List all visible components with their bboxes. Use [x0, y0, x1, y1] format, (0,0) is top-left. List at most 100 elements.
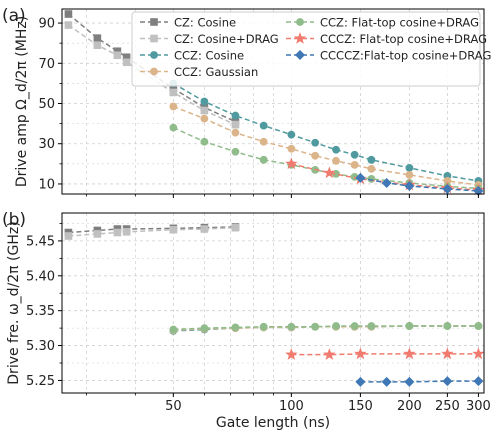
x-tick-label: 250	[435, 399, 460, 414]
data-point-cccz_flattop	[441, 347, 454, 360]
axes-frame	[61, 212, 485, 394]
legend-item: CCCZ: Flat-top cosine+DRAG	[286, 32, 487, 46]
data-point-cz_cosine_drag	[231, 223, 240, 232]
data-point-ccz_gaussian	[311, 151, 320, 160]
data-point-ccz_cosine	[332, 145, 340, 154]
data-point-cccz_flattop	[285, 348, 298, 360]
data-point-ccz_gaussian	[200, 114, 209, 123]
data-point-ccz_cosine	[200, 97, 209, 106]
data-point-ccz_flattop	[474, 322, 483, 330]
y-tick-label: 90	[38, 17, 55, 32]
data-point-ccz_flattop	[367, 322, 376, 330]
x-tick-label: 50	[165, 399, 182, 414]
x-tick-label: 200	[397, 399, 422, 414]
series-line-cz_cosine	[68, 226, 236, 234]
y-tick-label: 5.25	[26, 374, 55, 389]
data-point-ccz_flattop	[350, 322, 359, 330]
series-cz_cosine_drag	[64, 21, 240, 129]
series-cz_cosine_drag	[64, 223, 240, 240]
y-tick-label: 5.45	[26, 234, 55, 249]
data-point-cz_cosine_drag	[93, 41, 102, 49]
data-point-cz_cosine	[64, 10, 73, 18]
grid	[62, 213, 484, 393]
legend-item: CCZ: Cosine	[140, 49, 244, 63]
series-ccccz_flattop	[355, 376, 484, 387]
legend-marker	[295, 50, 305, 60]
data-point-cz_cosine	[169, 84, 178, 93]
x-axis-label: Gate length (ns)	[216, 415, 330, 431]
legend: CZ: Cosine CZ: Cosine+DRAG CCZ: Cosine CCZ:…	[131, 11, 491, 87]
legend-marker	[296, 18, 304, 26]
data-point-ccz_flattop	[287, 322, 296, 331]
data-point-ccz_flattop	[311, 322, 320, 331]
data-point-ccz_cosine	[311, 138, 320, 147]
data-point-ccz_cosine	[367, 155, 376, 164]
data-point-ccz_gaussian	[231, 128, 240, 137]
data-point-cz_cosine	[113, 47, 122, 56]
legend-marker	[150, 51, 158, 59]
data-point-ccccz_flattop	[355, 172, 366, 183]
legend-item: CCZ: Gaussian	[140, 65, 258, 79]
legend-label: CZ: Cosine+DRAG	[174, 32, 279, 46]
series-ccz_cosine	[169, 79, 483, 185]
data-point-cz_cosine_drag	[231, 120, 240, 129]
legend-item: CCCCZ:Flat-top cosine+DRAG	[286, 49, 491, 63]
data-point-ccz_flattop	[443, 322, 452, 330]
legend-item: CZ: Cosine	[140, 16, 236, 30]
data-point-ccz_flattop	[231, 323, 240, 332]
panel-label: (b)	[2, 210, 26, 230]
data-point-ccz_flattop	[231, 147, 240, 156]
series-ccccz_flattop	[355, 172, 484, 196]
data-point-ccccz_flattop	[381, 376, 392, 387]
data-point-ccz_cosine	[259, 121, 268, 130]
legend-marker	[150, 34, 158, 43]
data-point-ccccz_flattop	[381, 177, 392, 188]
data-point-cz_cosine_drag	[113, 51, 122, 60]
data-point-ccccz_flattop	[473, 185, 484, 196]
legend-label: CCZ: Flat-top cosine+DRAG	[320, 16, 479, 30]
panel-b: 5.25 5.30 5.35 5.40 5.45 50 100 150 200 250 300 Gat…	[2, 210, 491, 431]
legend-item: CZ: Cosine+DRAG	[140, 32, 279, 46]
x-tick-label: 300	[466, 399, 491, 414]
data-point-cccz_flattop	[472, 347, 485, 360]
y-tick-label: 5.35	[26, 304, 55, 319]
data-point-ccz_gaussian	[287, 144, 296, 153]
legend-label: CCZ: Cosine	[174, 49, 244, 63]
legend-marker	[150, 67, 158, 76]
series-cz_cosine	[64, 223, 240, 237]
y-tick-label: 5.40	[26, 269, 55, 284]
data-point-ccz_gaussian	[405, 170, 414, 179]
data-point-cccz_flattop	[354, 347, 367, 360]
legend-marker	[150, 18, 158, 26]
data-point-ccz_gaussian	[443, 177, 452, 185]
data-point-ccz_flattop	[200, 137, 209, 146]
data-point-ccz_cosine	[287, 130, 296, 139]
panel-label: (a)	[2, 6, 26, 26]
data-point-cz_cosine_drag	[113, 228, 122, 237]
series-ccz_gaussian	[169, 102, 483, 189]
data-point-ccz_gaussian	[350, 160, 359, 169]
data-point-cccz_flattop	[285, 157, 298, 170]
legend-label: CCCZ: Flat-top cosine+DRAG	[320, 32, 487, 46]
data-point-cz_cosine_drag	[93, 230, 102, 238]
y-tick-label: 70	[38, 57, 55, 72]
y-tick-label: 30	[38, 137, 55, 152]
data-point-ccccz_flattop	[442, 376, 453, 387]
series-cccz_flattop	[285, 347, 485, 360]
y-axis-label: Drive amp Ω_d/2π (MHz)	[14, 16, 30, 187]
y-tick-label: 5.30	[26, 339, 55, 354]
y-axis-label: Drive fre. ω_d/2π (GHz)	[6, 221, 22, 384]
data-point-cz_cosine_drag	[64, 21, 73, 29]
data-point-cz_cosine_drag	[200, 106, 209, 115]
data-point-cz_cosine_drag	[200, 225, 209, 233]
data-point-ccz_gaussian	[169, 102, 178, 111]
legend-label: CCCCZ:Flat-top cosine+DRAG	[320, 49, 491, 63]
data-point-ccz_flattop	[200, 324, 209, 333]
legend-marker	[293, 32, 307, 44]
data-point-ccz_cosine	[350, 150, 359, 159]
data-point-cz_cosine_drag	[122, 228, 131, 236]
data-point-cz_cosine	[122, 53, 131, 62]
data-point-ccz_gaussian	[332, 156, 340, 165]
data-point-ccz_flattop	[169, 325, 178, 334]
data-point-ccz_gaussian	[259, 137, 268, 146]
